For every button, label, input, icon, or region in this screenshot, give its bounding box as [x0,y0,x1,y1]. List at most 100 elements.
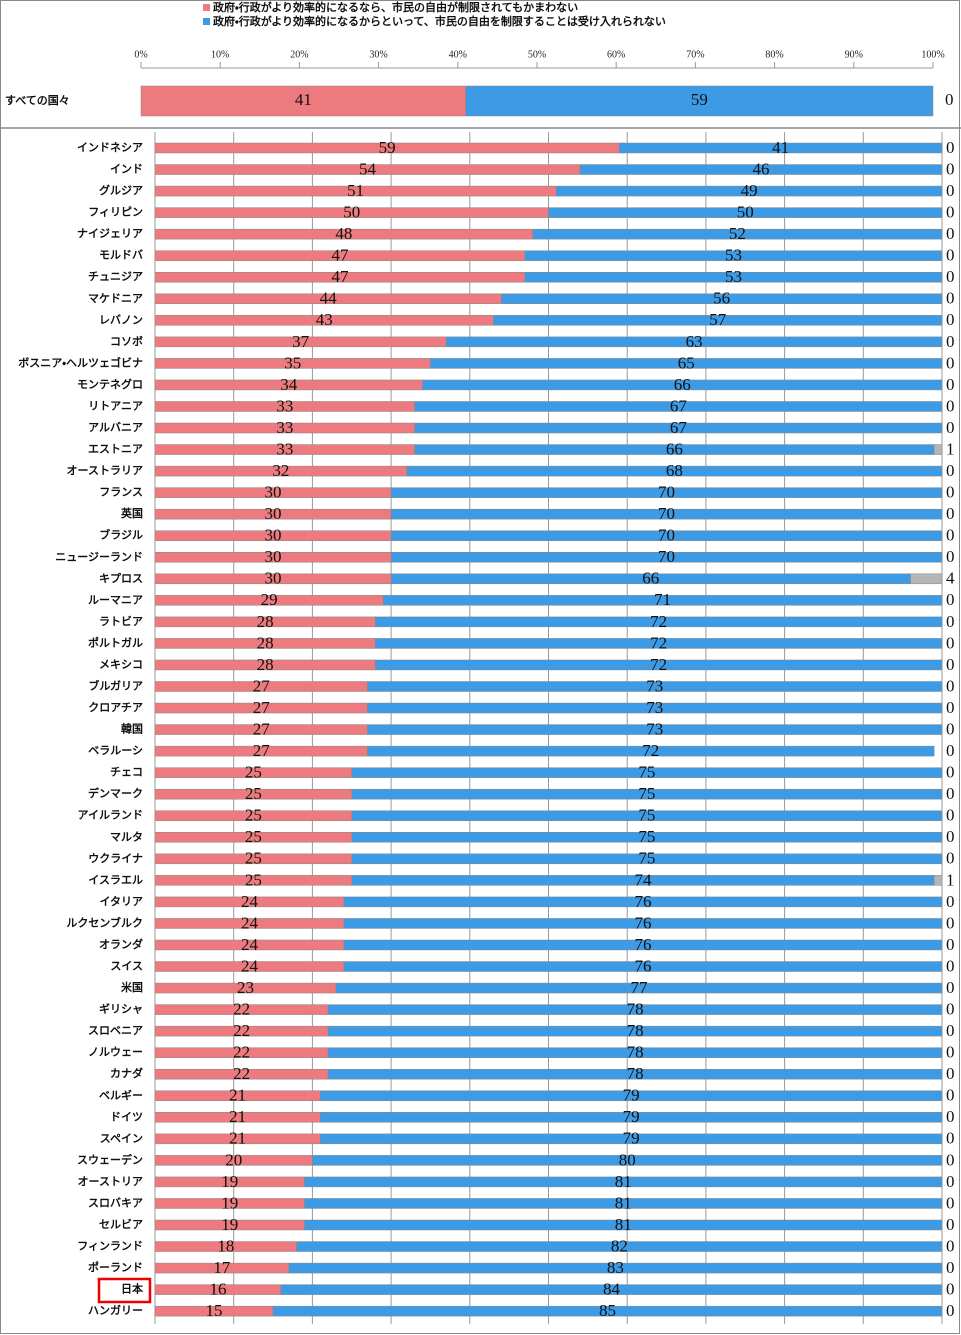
bar-segment [390,487,943,498]
value-label: 35 [284,353,301,372]
category-label: オーストリア [78,1175,143,1188]
value-label: 78 [627,1021,644,1040]
value-label: 68 [666,461,683,480]
value-label: 0 [946,1021,955,1040]
value-label: 0 [946,353,955,372]
value-label: 0 [946,1215,955,1234]
category-label: ベルギー [99,1088,143,1102]
category-label: エストニア [88,443,143,456]
bar-segment [619,142,943,154]
value-label: 0 [946,784,955,803]
value-label: 21 [229,1129,246,1148]
value-label: 0 [946,806,955,825]
value-label: 0 [946,1000,955,1019]
category-label: セルビア [99,1217,143,1231]
bar-segment [406,465,943,477]
value-label: 0 [946,827,955,846]
value-label: 33 [276,439,293,458]
value-label: 0 [946,935,955,954]
value-label: 0 [946,396,955,415]
x-tick-label: 90% [845,49,863,60]
value-label: 54 [359,159,377,178]
value-label: 0 [946,590,955,609]
value-label: 0 [946,849,955,868]
bar-segment [320,1133,943,1145]
value-label: 25 [245,763,262,782]
value-label: 77 [631,978,649,997]
value-label: 75 [638,849,655,868]
value-label: 85 [599,1301,616,1320]
category-label: アイルランド [78,809,143,822]
category-label: ノルウェー [88,1046,143,1059]
category-label: ニュージーランド [55,550,143,563]
value-label: 49 [741,181,758,200]
category-label: スイス [110,960,143,973]
value-label: 70 [658,483,675,502]
x-tick-label: 20% [290,49,308,60]
category-label: キプロス [99,571,143,585]
bar-segment [351,853,943,865]
value-label: 25 [245,784,262,803]
value-label: 33 [276,396,293,415]
value-label: 0 [946,1086,955,1105]
value-label: 0 [946,526,955,545]
category-label: ギリシャ [99,1002,143,1016]
category-label: リトアニア [88,399,143,412]
bar-segment [493,315,943,326]
value-label: 0 [946,1172,955,1191]
value-label: 71 [654,590,671,609]
value-label: 75 [638,806,655,825]
bar-segment [320,1112,943,1123]
bar-segment [320,1090,943,1102]
bar-segment [390,530,943,541]
value-label: 73 [646,698,663,717]
value-label: 79 [623,1129,640,1148]
value-label: 66 [674,375,691,394]
x-tick-label: 50% [528,49,546,60]
value-label: 32 [272,461,289,480]
value-label: 79 [623,1086,640,1105]
value-label: 67 [670,396,688,415]
highlight-box [97,1277,152,1304]
value-label: 25 [245,870,262,889]
bar-segment [414,422,943,434]
value-label: 0 [946,719,955,738]
category-label: オランダ [99,937,143,951]
category-label: ベラルーシ [88,744,143,757]
value-label: 22 [233,1064,250,1083]
value-label: 46 [752,159,769,178]
value-label: 0 [946,138,955,157]
value-label: 27 [253,698,271,717]
value-label: 50 [343,203,360,222]
bar-segment [327,1004,943,1015]
x-tick-label: 60% [607,49,625,60]
legend-label: 政府・行政がより効率的になるなら、市民の自由が制限されてもかまわない [213,0,578,14]
category-label: フランス [99,486,143,499]
value-label: 0 [946,956,955,975]
category-label: すべての国々 [5,94,70,107]
value-label: 0 [946,913,955,932]
value-label: 24 [241,913,259,932]
category-label: ハンガリー [88,1303,143,1317]
value-label: 43 [316,310,333,329]
value-label: 70 [658,526,675,545]
value-label: 16 [209,1280,226,1299]
value-label: 21 [229,1107,246,1126]
category-label: ポーランド [88,1260,143,1274]
value-label: 0 [946,1107,955,1126]
bar-segment [288,1262,943,1274]
x-tick-label: 80% [765,49,783,60]
category-label: 米国 [120,980,143,994]
bar-segment [367,681,943,692]
value-label: 0 [946,1280,955,1299]
value-label: 19 [221,1215,238,1234]
bar-segment [351,810,943,821]
value-label: 41 [295,90,312,109]
category-label: フィンランド [77,1240,143,1253]
value-label: 0 [946,763,955,782]
value-label: 67 [670,418,688,437]
bar-segment [327,1068,943,1080]
value-label: 59 [379,138,396,157]
value-label: 23 [237,978,254,997]
category-label: マルタ [110,830,143,843]
